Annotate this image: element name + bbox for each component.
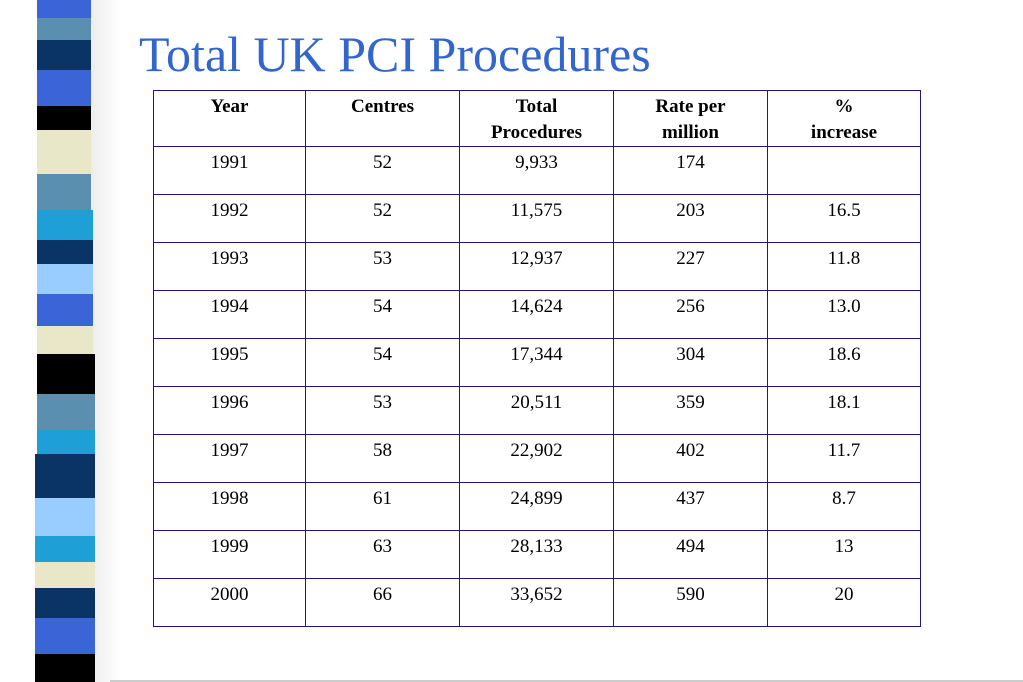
decorative-stripe — [37, 430, 95, 454]
cell-total-procedures: 11,575 — [459, 194, 614, 243]
table-row: 1995 54 17,344 304 18.6 — [153, 338, 921, 387]
cell-percent-increase: 16.5 — [767, 194, 921, 243]
table-row: 1993 53 12,937 227 11.8 — [153, 242, 921, 291]
cell-year: 1993 — [153, 242, 306, 291]
cell-rate-per-million: 437 — [613, 482, 768, 531]
table-row: 1992 52 11,575 203 16.5 — [153, 194, 921, 243]
header-centres: Centres — [305, 90, 460, 147]
cell-year: 2000 — [153, 578, 306, 627]
cell-rate-per-million: 590 — [613, 578, 768, 627]
cell-centres: 61 — [305, 482, 460, 531]
cell-rate-per-million: 227 — [613, 242, 768, 291]
cell-percent-increase — [767, 146, 921, 195]
decorative-stripe — [37, 394, 95, 430]
cell-percent-increase: 20 — [767, 578, 921, 627]
cell-percent-increase: 18.6 — [767, 338, 921, 387]
table-row: 1996 53 20,511 359 18.1 — [153, 386, 921, 435]
cell-year: 1997 — [153, 434, 306, 483]
cell-centres: 53 — [305, 242, 460, 291]
cell-percent-increase: 11.7 — [767, 434, 921, 483]
decorative-stripe — [37, 264, 93, 294]
header-percent-increase: % increase — [767, 90, 921, 147]
cell-centres: 54 — [305, 338, 460, 387]
decorative-stripe — [37, 70, 91, 106]
cell-rate-per-million: 256 — [613, 290, 768, 339]
cell-total-procedures: 28,133 — [459, 530, 614, 579]
decorative-stripe — [35, 536, 95, 562]
table-header-row: Year Centres Total Procedures Rate per mil… — [153, 90, 921, 147]
cell-total-procedures: 12,937 — [459, 242, 614, 291]
cell-rate-per-million: 402 — [613, 434, 768, 483]
cell-total-procedures: 33,652 — [459, 578, 614, 627]
decorative-stripe — [37, 326, 93, 354]
slide-title: Total UK PCI Procedures — [139, 26, 651, 82]
cell-centres: 66 — [305, 578, 460, 627]
decorative-stripe — [35, 654, 95, 682]
cell-centres: 52 — [305, 146, 460, 195]
decorative-stripe — [37, 130, 91, 174]
cell-rate-per-million: 359 — [613, 386, 768, 435]
cell-centres: 53 — [305, 386, 460, 435]
cell-rate-per-million: 203 — [613, 194, 768, 243]
cell-rate-per-million: 304 — [613, 338, 768, 387]
cell-year: 1992 — [153, 194, 306, 243]
header-rate-per-million: Rate per million — [613, 90, 768, 147]
table-row: 1999 63 28,133 494 13 — [153, 530, 921, 579]
decorative-stripe — [37, 40, 91, 70]
decorative-stripe — [35, 498, 95, 536]
cell-centres: 58 — [305, 434, 460, 483]
cell-rate-per-million: 494 — [613, 530, 768, 579]
table-row: 1997 58 22,902 402 11.7 — [153, 434, 921, 483]
cell-year: 1994 — [153, 290, 306, 339]
cell-percent-increase: 13 — [767, 530, 921, 579]
cell-year: 1998 — [153, 482, 306, 531]
decorative-stripe — [37, 354, 95, 394]
table-row: 1998 61 24,899 437 8.7 — [153, 482, 921, 531]
decorative-stripe — [37, 294, 93, 326]
cell-centres: 52 — [305, 194, 460, 243]
cell-rate-per-million: 174 — [613, 146, 768, 195]
table-row: 2000 66 33,652 590 20 — [153, 578, 921, 627]
decorative-stripe — [35, 588, 95, 618]
pci-procedures-table: Year Centres Total Procedures Rate per mil… — [153, 90, 921, 627]
cell-total-procedures: 17,344 — [459, 338, 614, 387]
cell-percent-increase: 8.7 — [767, 482, 921, 531]
cell-total-procedures: 20,511 — [459, 386, 614, 435]
bottom-divider — [110, 680, 1023, 682]
decorative-stripe — [35, 454, 95, 498]
decorative-stripe — [37, 18, 91, 40]
cell-percent-increase: 13.0 — [767, 290, 921, 339]
table-row: 1991 52 9,933 174 — [153, 146, 921, 195]
decorative-stripe — [35, 562, 95, 588]
decorative-stripe — [37, 174, 91, 210]
decorative-stripe — [37, 0, 91, 18]
cell-year: 1999 — [153, 530, 306, 579]
table-row: 1994 54 14,624 256 13.0 — [153, 290, 921, 339]
decorative-stripe — [35, 618, 95, 654]
decorative-stripe-bar — [0, 0, 110, 682]
cell-centres: 54 — [305, 290, 460, 339]
cell-percent-increase: 18.1 — [767, 386, 921, 435]
cell-total-procedures: 9,933 — [459, 146, 614, 195]
cell-total-procedures: 14,624 — [459, 290, 614, 339]
cell-total-procedures: 22,902 — [459, 434, 614, 483]
cell-percent-increase: 11.8 — [767, 242, 921, 291]
header-total-procedures: Total Procedures — [459, 90, 614, 147]
decorative-stripe — [37, 210, 93, 240]
cell-year: 1995 — [153, 338, 306, 387]
cell-centres: 63 — [305, 530, 460, 579]
cell-year: 1996 — [153, 386, 306, 435]
header-year: Year — [153, 90, 306, 147]
cell-total-procedures: 24,899 — [459, 482, 614, 531]
decorative-stripe — [37, 106, 91, 130]
cell-year: 1991 — [153, 146, 306, 195]
decorative-stripe — [37, 240, 93, 264]
